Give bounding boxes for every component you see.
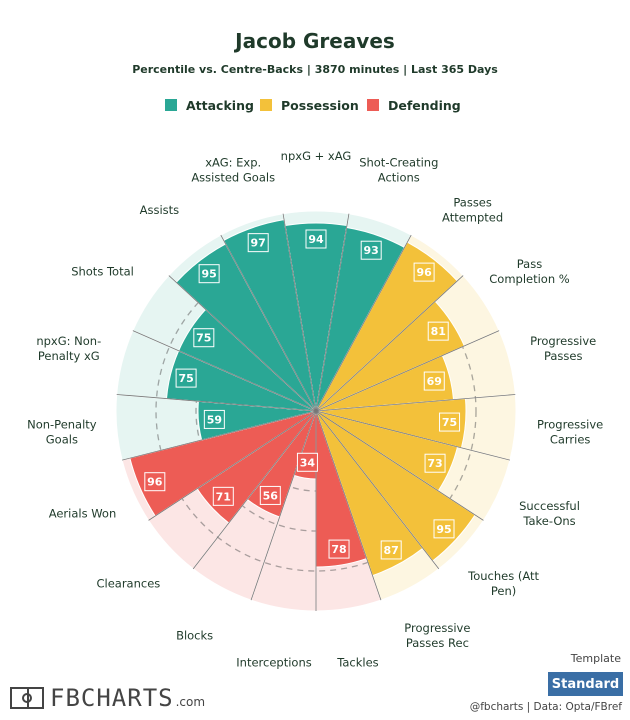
category-label: Shots Total [71, 265, 134, 279]
value-label: 73 [424, 453, 446, 473]
svg-text:81: 81 [431, 325, 446, 338]
template-label: Template [570, 652, 621, 665]
brand-suffix: .com [175, 695, 206, 709]
svg-text:96: 96 [416, 266, 432, 279]
legend-label-defending: Defending [388, 98, 461, 113]
category-label: Touches (Att Pen) [467, 569, 539, 598]
value-label: 75 [193, 328, 215, 348]
svg-text:97: 97 [251, 237, 266, 250]
value-label: 97 [247, 233, 269, 253]
value-label: 71 [212, 486, 234, 506]
category-label: Progressive Carries [537, 418, 603, 447]
value-label: 93 [360, 240, 382, 260]
sector-divider [168, 275, 317, 412]
category-label: Tackles [336, 656, 378, 670]
chart-title: Jacob Greaves [233, 29, 395, 53]
legend: Attacking Possession Defending [165, 98, 461, 113]
legend-swatch-defending [367, 99, 379, 111]
svg-text:75: 75 [178, 372, 193, 385]
category-label: npxG: Non-Penalty xG [36, 334, 101, 363]
sector-divider [315, 275, 464, 412]
category-label: Passes Attempted [442, 195, 503, 224]
svg-text:78: 78 [331, 543, 346, 556]
brand-name: FBCHARTS [50, 684, 174, 712]
value-label: 75 [439, 412, 461, 432]
svg-text:95: 95 [436, 523, 451, 536]
sector-divider [315, 330, 500, 412]
value-label: 81 [427, 321, 449, 341]
legend-swatch-attacking [165, 99, 177, 111]
svg-text:59: 59 [207, 413, 222, 426]
sector-divider [250, 410, 317, 601]
sector-divider [116, 394, 317, 412]
category-label: Progressive Passes Rec [404, 621, 470, 650]
sector-divider [315, 410, 484, 521]
credits: @fbcharts | Data: Opta/FBref [469, 701, 622, 713]
svg-text:71: 71 [216, 490, 231, 503]
value-label: 34 [296, 452, 318, 472]
legend-label-attacking: Attacking [186, 98, 254, 113]
value-label: 94 [305, 229, 327, 249]
category-label: npxG + xAG [281, 149, 352, 163]
sector-divider [220, 234, 317, 412]
svg-text:75: 75 [442, 416, 457, 429]
svg-text:87: 87 [384, 544, 399, 557]
sector-divider [132, 330, 317, 412]
sector-divider [148, 410, 317, 521]
brand-logo: FBCHARTS .com [10, 684, 205, 712]
template-select-button[interactable]: Standard [548, 672, 623, 696]
svg-text:56: 56 [263, 489, 279, 502]
value-label: 95 [198, 264, 220, 284]
sector-divider [315, 410, 510, 461]
sector-divider [122, 410, 317, 461]
value-label: 56 [259, 485, 281, 505]
svg-text:95: 95 [201, 268, 216, 281]
category-label: Pass Completion % [489, 257, 570, 286]
category-label: Blocks [176, 628, 213, 642]
sector-divider [192, 410, 317, 570]
value-label: 69 [423, 371, 445, 391]
svg-text:34: 34 [300, 456, 316, 469]
sector-divider [282, 213, 317, 412]
category-label: Non-Penalty Goals [27, 418, 97, 447]
svg-text:75: 75 [196, 332, 211, 345]
sector-divider [315, 410, 382, 601]
sector-dividers [116, 213, 516, 611]
category-label: xAG: Exp. Assisted Goals [191, 155, 275, 184]
chart-subtitle: Percentile vs. Centre-Backs | 3870 minut… [132, 63, 498, 76]
svg-text:93: 93 [364, 244, 379, 257]
svg-text:94: 94 [308, 233, 324, 246]
category-label: Assists [140, 203, 180, 217]
category-label: Aerials Won [49, 506, 117, 520]
sector-divider [315, 234, 412, 412]
value-labels: 94 93 96 81 69 75 73 95 87 78 34 56 71 96 59 75 75 95 97 [144, 229, 461, 560]
sector-divider [315, 213, 350, 412]
pitch-icon [10, 687, 44, 709]
svg-text:73: 73 [427, 457, 442, 470]
category-label: Successful Take-Ons [519, 499, 580, 528]
sector-divider [315, 410, 440, 570]
value-label: 96 [413, 262, 435, 282]
value-label: 87 [380, 540, 402, 560]
value-label: 59 [203, 409, 225, 429]
category-label: Progressive Passes [530, 334, 596, 363]
sector-divider [315, 394, 516, 412]
category-label: Interceptions [236, 656, 311, 670]
category-label: Shot-Creating Actions [359, 155, 438, 184]
value-label: 75 [175, 368, 197, 388]
legend-label-possession: Possession [281, 98, 359, 113]
svg-text:96: 96 [147, 476, 163, 489]
value-label: 78 [328, 539, 350, 559]
svg-text:69: 69 [427, 375, 442, 388]
value-label: 96 [144, 472, 166, 492]
value-label: 95 [433, 519, 455, 539]
category-label: Clearances [96, 577, 160, 591]
legend-swatch-possession [260, 99, 272, 111]
